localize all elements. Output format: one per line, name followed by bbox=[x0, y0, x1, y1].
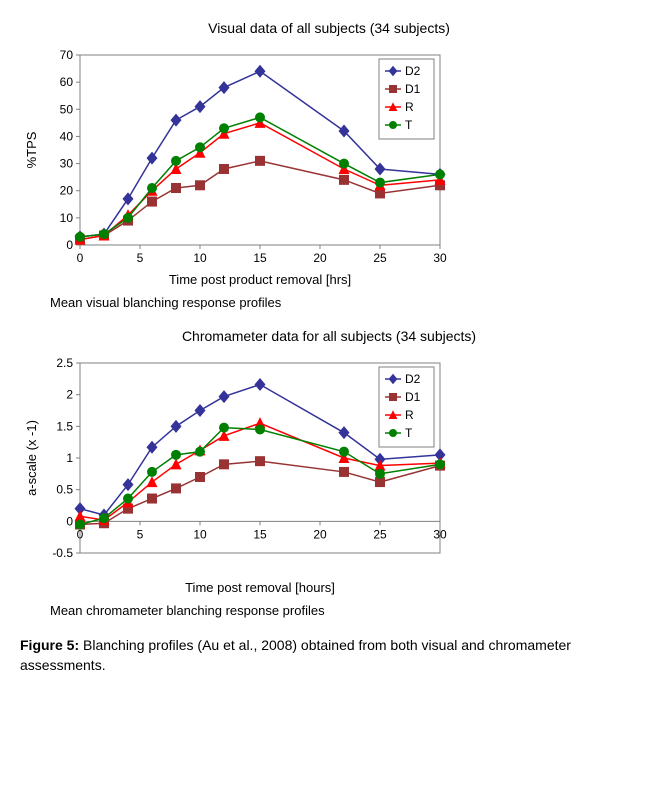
svg-text:Time post product removal [hrs: Time post product removal [hrs] bbox=[169, 272, 351, 287]
svg-text:R: R bbox=[405, 408, 414, 422]
svg-text:30: 30 bbox=[60, 157, 74, 171]
chart1-subtitle: Mean visual blanching response profiles bbox=[50, 295, 638, 310]
svg-text:a-scale (x -1): a-scale (x -1) bbox=[24, 420, 39, 496]
svg-text:-0.5: -0.5 bbox=[52, 546, 73, 560]
chart1-svg: 0 10 20 30 40 50 60 70 0 5 10 15 20 25 30 %TPS Time post… bbox=[20, 40, 520, 290]
svg-text:15: 15 bbox=[253, 251, 267, 265]
figure-caption: Figure 5: Blanching profiles (Au et al.,… bbox=[20, 636, 638, 675]
visual-chart: Visual data of all subjects (34 subjects… bbox=[20, 20, 638, 310]
chart1-title: Visual data of all subjects (34 subjects… bbox=[20, 20, 638, 36]
svg-text:10: 10 bbox=[193, 251, 207, 265]
svg-text:0: 0 bbox=[66, 514, 73, 528]
chromameter-chart: Chromameter data for all subjects (34 su… bbox=[20, 328, 638, 618]
svg-text:D1: D1 bbox=[405, 390, 421, 404]
chart2-title: Chromameter data for all subjects (34 su… bbox=[20, 328, 638, 344]
svg-text:R: R bbox=[405, 100, 414, 114]
svg-text:T: T bbox=[405, 426, 413, 440]
caption-label: Figure 5: bbox=[20, 637, 79, 653]
svg-text:D1: D1 bbox=[405, 82, 421, 96]
svg-text:10: 10 bbox=[60, 211, 74, 225]
svg-text:1: 1 bbox=[66, 451, 73, 465]
svg-text:2: 2 bbox=[66, 388, 73, 402]
svg-text:25: 25 bbox=[373, 251, 387, 265]
svg-text:30: 30 bbox=[433, 527, 447, 541]
svg-text:10: 10 bbox=[193, 527, 207, 541]
svg-text:T: T bbox=[405, 118, 413, 132]
svg-text:0: 0 bbox=[77, 251, 84, 265]
svg-text:D2: D2 bbox=[405, 64, 421, 78]
svg-text:5: 5 bbox=[137, 251, 144, 265]
svg-text:20: 20 bbox=[313, 251, 327, 265]
svg-text:0: 0 bbox=[66, 238, 73, 252]
svg-text:D2: D2 bbox=[405, 372, 421, 386]
chart2-svg: -0.500.511.522.5051015202530a-scale (x -… bbox=[20, 348, 520, 598]
svg-text:20: 20 bbox=[60, 184, 74, 198]
svg-text:0.5: 0.5 bbox=[56, 483, 73, 497]
svg-text:40: 40 bbox=[60, 129, 74, 143]
svg-text:1.5: 1.5 bbox=[56, 419, 73, 433]
svg-text:2.5: 2.5 bbox=[56, 356, 73, 370]
svg-text:5: 5 bbox=[137, 527, 144, 541]
svg-text:Time post removal [hours]: Time post removal [hours] bbox=[185, 580, 335, 595]
svg-text:%TPS: %TPS bbox=[24, 131, 39, 168]
svg-text:30: 30 bbox=[433, 251, 447, 265]
svg-text:25: 25 bbox=[373, 527, 387, 541]
svg-text:50: 50 bbox=[60, 102, 74, 116]
svg-text:20: 20 bbox=[313, 527, 327, 541]
svg-text:15: 15 bbox=[253, 527, 267, 541]
svg-text:70: 70 bbox=[60, 48, 74, 62]
caption-text: Blanching profiles (Au et al., 2008) obt… bbox=[20, 637, 571, 673]
chart2-subtitle: Mean chromameter blanching response prof… bbox=[50, 603, 638, 618]
svg-text:60: 60 bbox=[60, 75, 74, 89]
